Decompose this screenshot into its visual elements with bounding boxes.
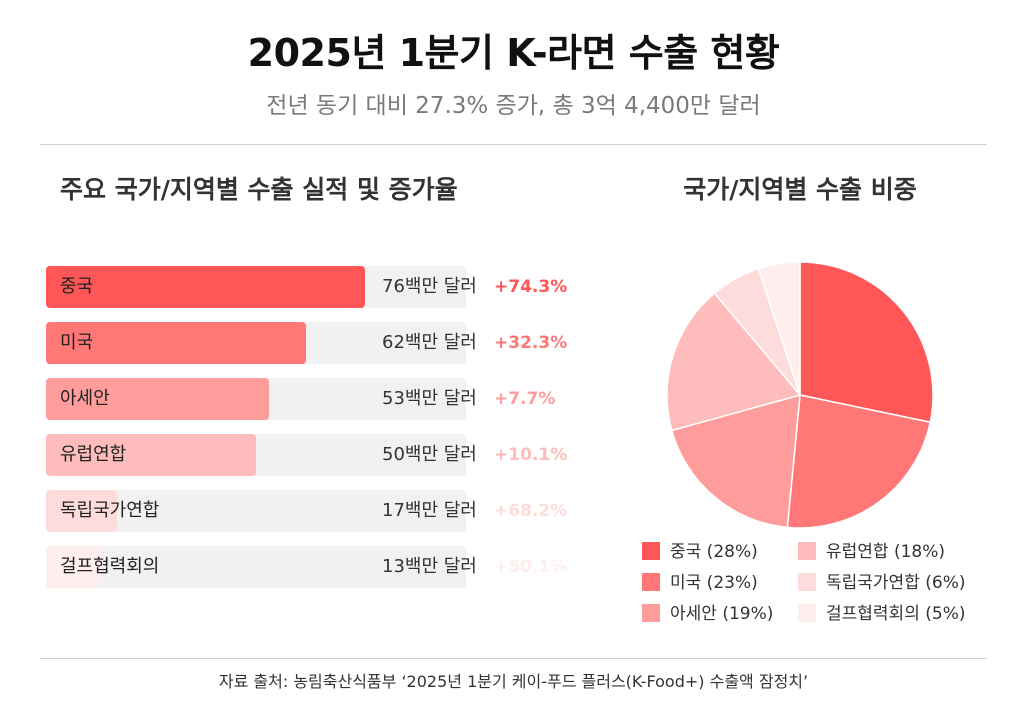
bar-category-label: 미국 xyxy=(60,332,94,353)
bar xyxy=(46,266,366,308)
legend-swatch xyxy=(642,542,660,560)
legend-swatch xyxy=(642,573,660,591)
pie-slice xyxy=(670,393,801,529)
bar-growth-label: +68.2% xyxy=(494,501,568,521)
legend-swatch xyxy=(798,573,816,591)
bar-growth-label: +10.1% xyxy=(494,445,568,465)
legend-label: 미국 (23%) xyxy=(670,573,758,593)
bar-category-label: 아세안 xyxy=(60,388,110,409)
bar-value-label: 62백만 달러 xyxy=(382,332,477,353)
legend-label: 독립국가연합 (6%) xyxy=(826,573,966,593)
legend-item: 미국 (23%) xyxy=(642,571,758,595)
pie-slice xyxy=(786,394,932,529)
legend-label: 아세안 (19%) xyxy=(670,604,774,624)
legend-item: 중국 (28%) xyxy=(642,540,758,564)
legend-label: 중국 (28%) xyxy=(670,542,758,562)
legend-label: 유럽연합 (18%) xyxy=(826,542,946,562)
legend-item: 걸프협력회의 (5%) xyxy=(798,602,965,626)
bar-category-label: 걸프협력회의 xyxy=(60,556,160,577)
bar-value-label: 53백만 달러 xyxy=(382,388,477,409)
bar xyxy=(46,378,269,420)
bar xyxy=(46,434,256,476)
pie-slice xyxy=(666,292,802,432)
bottom-divider xyxy=(40,658,987,659)
source-note: 자료 출처: 농림축산식품부 ‘2025년 1분기 케이-푸드 플러스(K-Fo… xyxy=(218,672,809,691)
page-title: 2025년 1분기 K-라면 수출 현황 xyxy=(247,31,780,75)
bar xyxy=(46,546,101,588)
bar-value-label: 13백만 달러 xyxy=(382,556,477,577)
bar-value-label: 17백만 달러 xyxy=(382,500,477,521)
bar-growth-label: +74.3% xyxy=(494,277,568,297)
page-subtitle: 전년 동기 대비 27.3% 증가, 총 3억 4,400만 달러 xyxy=(266,93,761,119)
pie-slice xyxy=(757,261,801,396)
legend-item: 아세안 (19%) xyxy=(642,602,773,626)
legend-item: 유럽연합 (18%) xyxy=(798,540,945,564)
bar xyxy=(46,322,307,364)
legend-label: 걸프협력회의 (5%) xyxy=(826,604,966,624)
bar-category-label: 중국 xyxy=(60,276,94,297)
bar-section-title: 주요 국가/지역별 수출 실적 및 증가율 xyxy=(60,175,458,204)
top-divider xyxy=(40,144,987,145)
bar-value-label: 76백만 달러 xyxy=(382,276,477,297)
pie-slice xyxy=(799,261,934,424)
legend-swatch xyxy=(798,604,816,622)
bar-value-label: 50백만 달러 xyxy=(382,444,477,465)
bar-category-label: 유럽연합 xyxy=(60,444,127,465)
bar xyxy=(46,490,118,532)
legend-swatch xyxy=(798,542,816,560)
pie-chart xyxy=(666,261,934,529)
bar-growth-label: +32.3% xyxy=(494,333,568,353)
legend-swatch xyxy=(642,604,660,622)
bar-growth-label: +7.7% xyxy=(494,389,556,409)
bar-category-label: 독립국가연합 xyxy=(60,500,160,521)
bar-track xyxy=(46,546,466,588)
legend-item: 독립국가연합 (6%) xyxy=(798,571,965,595)
bar-growth-label: +50.1% xyxy=(494,557,568,577)
pie-section-title: 국가/지역별 수출 비중 xyxy=(683,175,917,204)
